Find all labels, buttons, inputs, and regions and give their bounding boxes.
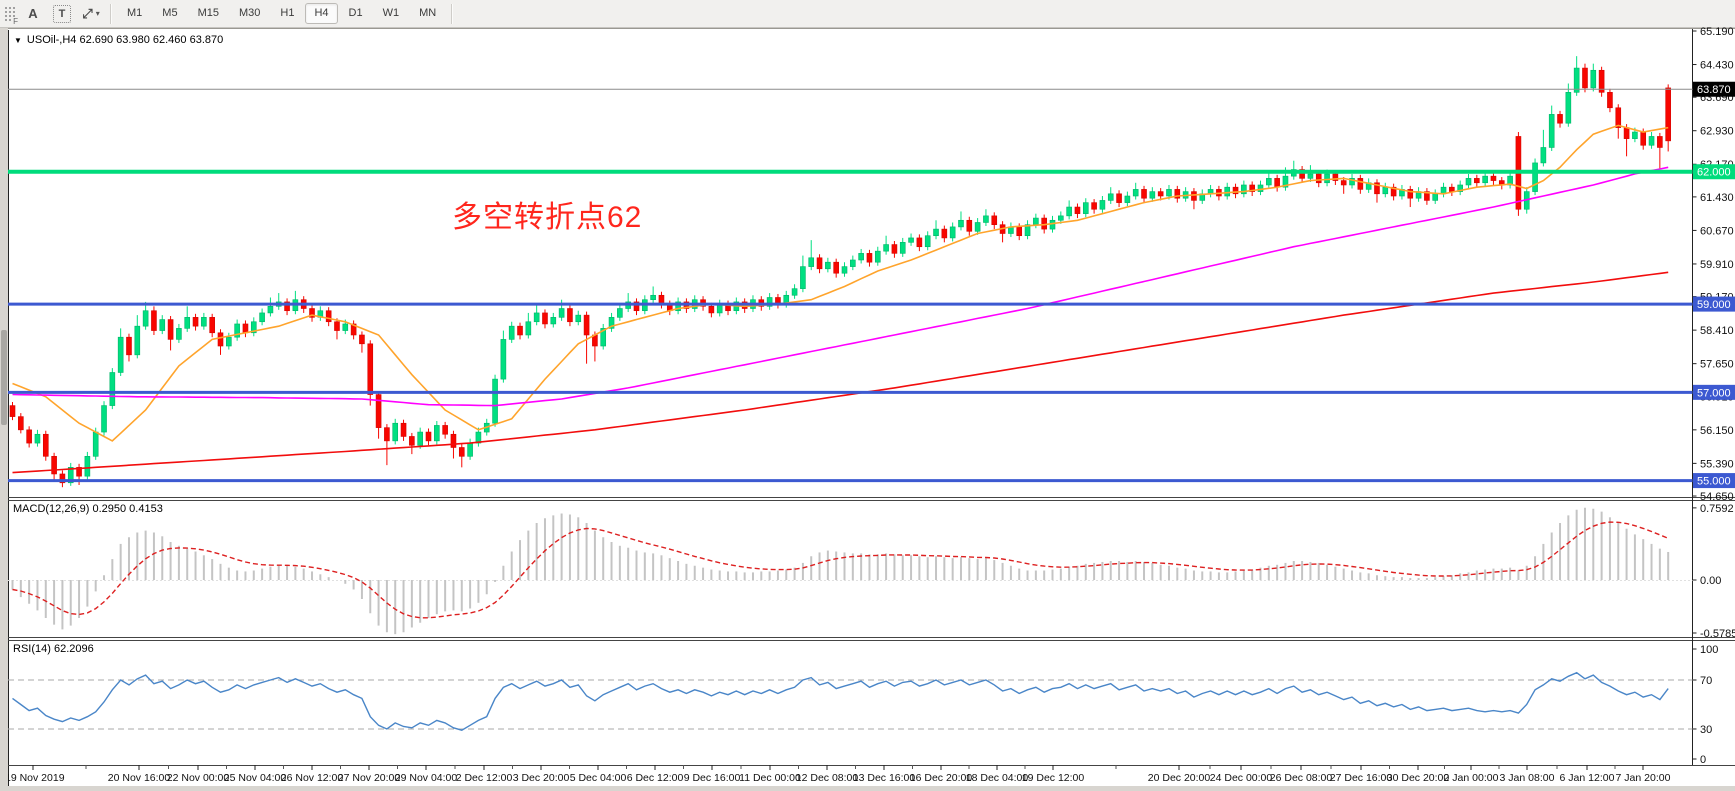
time-axis-label: 24 Dec 00:00: [1210, 772, 1273, 784]
arrows-glyph: ⤢: [82, 5, 93, 21]
price-axis-label: 54.650: [1700, 491, 1734, 503]
scrollbar-thumb[interactable]: [1, 330, 7, 425]
chevron-down-icon: ▾: [95, 9, 100, 18]
rsi-axis: 100 70 30 0: [1692, 644, 1718, 766]
rsi-label: RSI(14) 62.2096: [13, 643, 94, 655]
price-axis[interactable]: 65.19064.43063.69062.93062.17061.43060.6…: [1692, 26, 1734, 503]
time-axis-label: 11 Dec 00:00: [739, 772, 801, 784]
price-axis-label: 55.390: [1700, 458, 1734, 470]
ma-line-fast-orange[interactable]: [12, 124, 1669, 442]
price-axis-label: 57.650: [1700, 359, 1734, 371]
tf-button-W1[interactable]: W1: [382, 7, 400, 19]
collapse-arrow-icon[interactable]: ▼: [14, 36, 22, 45]
time-axis-label: 26 Dec 08:00: [1270, 772, 1333, 784]
left-scrollbar: [0, 28, 8, 786]
time-axis-label: 30 Dec 20:00: [1387, 772, 1450, 784]
rsi-panel: [8, 679, 1693, 730]
ma-line-slow-red[interactable]: [12, 271, 1669, 474]
tf-button-M5[interactable]: M5: [162, 7, 178, 19]
tf-button-D1[interactable]: D1: [348, 7, 363, 19]
tf-button-M30[interactable]: M30: [238, 7, 261, 19]
time-axis-label: 3 Dec 20:00: [513, 772, 570, 784]
time-axis-label: 26 Nov 12:00: [281, 772, 344, 784]
svg-text:30: 30: [1700, 724, 1712, 736]
grip-f-label: F: [12, 16, 19, 26]
macd-label: MACD(12,26,9) 0.2950 0.4153: [13, 503, 163, 515]
text-label-icon[interactable]: A: [28, 6, 38, 21]
price-axis-label: 56.150: [1700, 425, 1734, 437]
time-axis-label: 27 Dec 16:00: [1330, 772, 1393, 784]
svg-text:57.000: 57.000: [1697, 387, 1731, 399]
svg-text:0: 0: [1700, 754, 1706, 766]
tf-button-H4[interactable]: H4: [305, 3, 338, 24]
time-axis-label: 25 Nov 04:00: [224, 772, 287, 784]
time-axis-label: 22 Nov 00:00: [167, 772, 230, 784]
time-axis-label: 16 Dec 20:00: [910, 772, 973, 784]
toolbar-separator: [451, 3, 454, 24]
time-axis-label: 20 Dec 20:00: [1148, 772, 1211, 784]
time-axis-label: 27 Nov 20:00: [338, 772, 401, 784]
time-axis-label: 2 Dec 12:00: [456, 772, 513, 784]
time-axis-label: 3 Jan 08:00: [1500, 772, 1555, 784]
toolbar: F A T ⤢ ▾ M1 M5 M15 M30 H1 H4 D1 W1 MN: [0, 0, 1735, 28]
time-axis-label: 6 Dec 12:00: [627, 772, 684, 784]
svg-text:55.000: 55.000: [1697, 476, 1731, 488]
time-axis-label: 9 Dec 16:00: [684, 772, 741, 784]
svg-text:62.000: 62.000: [1697, 167, 1731, 179]
rsi-line: [12, 671, 1669, 731]
svg-text:0.00: 0.00: [1700, 575, 1721, 587]
price-axis-label: 59.910: [1700, 259, 1734, 271]
macd-axis: 0.7592 0.00 -0.5785: [1692, 503, 1735, 640]
svg-text:70: 70: [1700, 675, 1712, 687]
time-axis-label: 19 Dec 12:00: [1022, 772, 1085, 784]
svg-text:59.000: 59.000: [1697, 299, 1731, 311]
price-box-59.000: 59.000: [1693, 296, 1735, 312]
price-box-62.000: 62.000: [1693, 164, 1735, 180]
time-axis-label: 19 Nov 2019: [5, 772, 65, 784]
timeframe-group: M1 M5 M15 M30 H1 H4 D1 W1 MN: [117, 3, 446, 24]
tf-button-MN[interactable]: MN: [419, 7, 437, 19]
tf-button-H1[interactable]: H1: [280, 7, 295, 19]
tf-button-M15[interactable]: M15: [197, 7, 219, 19]
tf-button-M1[interactable]: M1: [127, 7, 143, 19]
svg-text:0.7592: 0.7592: [1700, 503, 1734, 515]
svg-text:63.870: 63.870: [1697, 84, 1731, 96]
price-axis-label: 61.430: [1700, 192, 1734, 204]
price-axis-label: 64.430: [1700, 60, 1734, 72]
candles-layer[interactable]: [9, 56, 1671, 488]
toolbar-separator: [110, 3, 112, 24]
price-box-57.000: 57.000: [1693, 384, 1735, 400]
chart-annotation[interactable]: 多空转折点62: [452, 201, 643, 234]
chart-title: ▼ USOil-,H4 62.690 63.980 62.460 63.870: [14, 34, 223, 46]
svg-text:-0.5785: -0.5785: [1700, 628, 1735, 640]
price-axis-label: 65.190: [1700, 26, 1734, 38]
panel-borders: [0, 28, 1735, 786]
time-axis-label: 13 Dec 16:00: [853, 772, 916, 784]
svg-text:100: 100: [1700, 644, 1718, 656]
time-axis-label: 12 Dec 08:00: [796, 772, 859, 784]
toolbar-grip-icon[interactable]: F: [3, 4, 19, 26]
price-box-55.000: 55.000: [1693, 473, 1735, 489]
time-axis-label: 7 Jan 20:00: [1616, 772, 1671, 784]
text-tool-icon[interactable]: T: [53, 4, 71, 23]
time-axis-label: 18 Dec 04:00: [966, 772, 1029, 784]
time-axis-label: 2 Jan 00:00: [1444, 772, 1499, 784]
price-axis-label: 62.930: [1700, 126, 1734, 138]
macd-signal-line: [12, 521, 1669, 619]
window-bottom-frame: [0, 786, 1735, 791]
time-axis-label: 29 Nov 04:00: [395, 772, 458, 784]
ma-line-mid-magenta[interactable]: [12, 166, 1669, 407]
chart-title-text: USOil-,H4 62.690 63.980 62.460 63.870: [26, 34, 224, 46]
time-axis-label: 6 Jan 12:00: [1560, 772, 1615, 784]
time-axis-label: 20 Nov 16:00: [108, 772, 171, 784]
current-price-box: 63.870: [1693, 81, 1735, 97]
time-axis-label: 5 Dec 04:00: [570, 772, 627, 784]
line-studies-icon[interactable]: ⤢ ▾: [78, 2, 104, 26]
price-axis-label: 60.670: [1700, 225, 1734, 237]
macd-histogram: [8, 507, 1693, 635]
price-axis-label: 58.410: [1700, 325, 1734, 337]
